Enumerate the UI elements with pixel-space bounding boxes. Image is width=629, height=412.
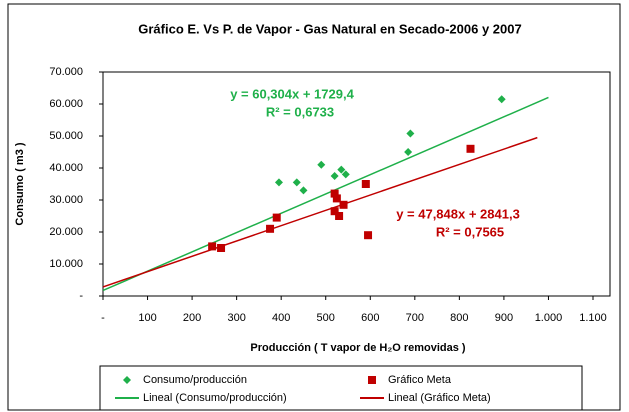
legend-label: Lineal (Gráfico Meta) [388, 392, 491, 404]
point [404, 148, 413, 156]
y-tick-label: 70.000 [49, 66, 83, 78]
trendline [102, 136, 538, 288]
point [292, 178, 301, 187]
plot-area [102, 71, 611, 297]
point [272, 213, 281, 222]
y-tick-label: 50.000 [49, 130, 83, 142]
chart-title: Gráfico E. Vs P. de Vapor - Gas Natural … [138, 21, 521, 36]
x-tick-label: 700 [406, 312, 424, 324]
legend-label: Consumo/producción [143, 374, 247, 386]
point [337, 165, 346, 174]
x-tick-label: 800 [450, 312, 468, 324]
point [330, 207, 339, 216]
x-tick-label: 200 [183, 312, 201, 324]
x-tick-label: 500 [317, 312, 335, 324]
legend-marker [123, 376, 131, 384]
point [217, 244, 226, 252]
x-tick-label: 400 [272, 312, 290, 324]
legend-label: Gráfico Meta [388, 374, 452, 386]
legend [99, 365, 583, 411]
legend-label: Lineal (Consumo/producción) [143, 392, 287, 404]
x-tick-label: 100 [138, 312, 156, 324]
trendline-r2: R² = 0,7565 [436, 224, 504, 239]
trendline-equation: y = 60,304x + 1729,4 [230, 86, 354, 101]
point [274, 178, 283, 187]
trendline-r2: R² = 0,6733 [266, 104, 334, 119]
x-axis-label: Producción ( T vapor de H₂O removidas ) [250, 342, 465, 354]
trendline [102, 96, 549, 292]
point [332, 194, 341, 203]
y-tick-label: 10.000 [49, 258, 83, 270]
legend-marker [368, 376, 376, 384]
x-tick-label: 1.000 [535, 312, 563, 324]
x-tick-label: 900 [495, 312, 513, 324]
x-tick-label: 300 [227, 312, 245, 324]
point [339, 200, 348, 209]
point [317, 160, 326, 169]
trendline-equation: y = 47,848x + 2841,3 [396, 206, 520, 221]
y-axis-label: Consumo ( m3 ) [14, 142, 26, 225]
point [208, 242, 217, 251]
y-tick-label: 60.000 [49, 98, 83, 110]
y-tick-label: 30.000 [49, 194, 83, 206]
point [341, 170, 350, 179]
point [330, 189, 339, 198]
x-tick-label: 600 [361, 312, 379, 324]
point [406, 129, 415, 138]
point [361, 180, 370, 188]
point [497, 95, 506, 104]
point [466, 144, 475, 153]
y-tick-label: - [79, 290, 83, 302]
point [335, 212, 344, 220]
y-tick-label: 20.000 [49, 226, 83, 238]
point [364, 231, 373, 240]
x-tick-label: 1.100 [579, 312, 607, 324]
point [330, 172, 339, 180]
y-tick-label: 40.000 [49, 162, 83, 174]
point [266, 224, 275, 233]
x-tick-label: - [101, 312, 105, 324]
point [299, 186, 308, 195]
